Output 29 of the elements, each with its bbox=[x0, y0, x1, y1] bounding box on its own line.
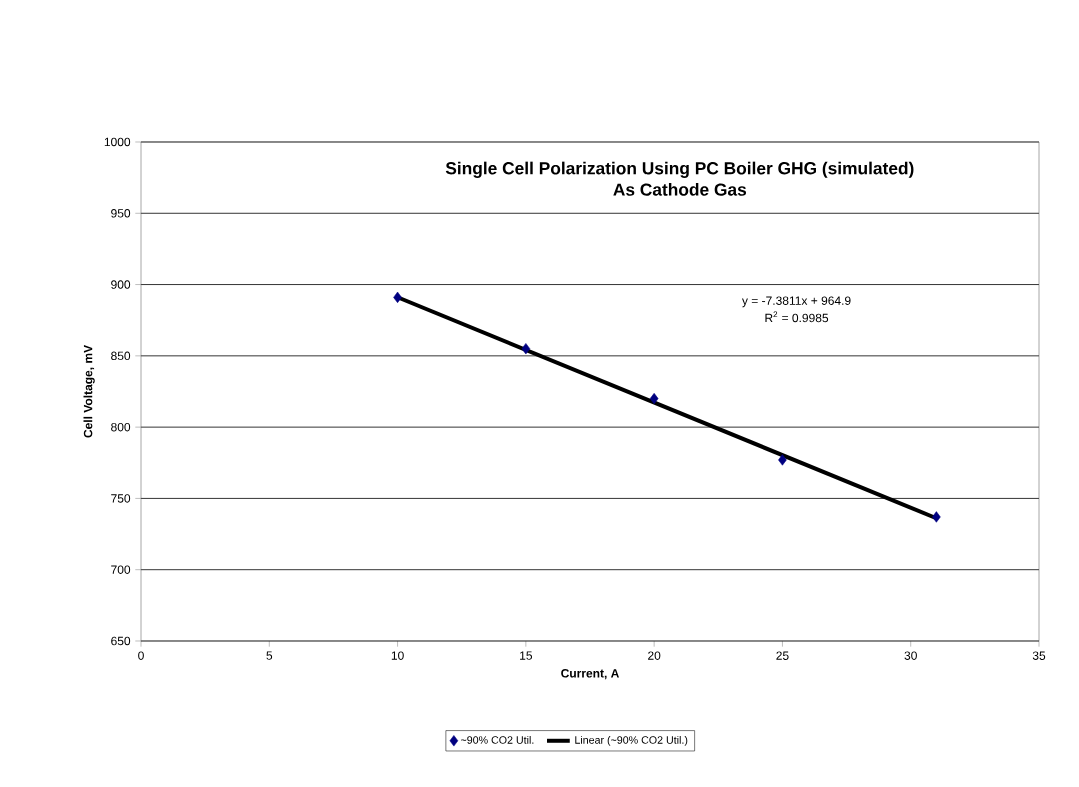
y-tick-label: 700 bbox=[111, 565, 131, 574]
point bbox=[778, 454, 787, 466]
y-tick-label: 900 bbox=[111, 280, 131, 289]
x-tick-label: 20 bbox=[648, 651, 661, 660]
x-tick-label: 35 bbox=[1032, 651, 1046, 660]
y-tick-label: 1000 bbox=[104, 137, 131, 147]
legend-label: Linear (~90% CO2 Util.) bbox=[575, 735, 688, 746]
x-tick-label: 25 bbox=[776, 651, 789, 660]
point bbox=[932, 511, 941, 523]
x-tick-label: 5 bbox=[266, 651, 273, 660]
y-tick-label: 650 bbox=[111, 636, 131, 646]
y-tick-label: 800 bbox=[111, 422, 131, 432]
text: Single Cell Polarization Using PC Boiler GHG (simulated) bbox=[445, 161, 914, 178]
y-tick-label: 850 bbox=[111, 351, 131, 361]
point bbox=[649, 393, 659, 405]
x-tick-label: 0 bbox=[138, 651, 144, 660]
point bbox=[521, 343, 531, 355]
x-tick-label: 15 bbox=[520, 651, 533, 660]
annotation: R$^{2}$ = 0.9985 bbox=[765, 311, 829, 323]
text: As Cathode Gas bbox=[613, 182, 747, 196]
x-tick-label: 30 bbox=[904, 651, 917, 660]
x-axis-title: Current, A bbox=[561, 669, 619, 680]
y-tick-label: 950 bbox=[111, 209, 131, 218]
y-axis-title: Cell Voltage, mV bbox=[83, 345, 95, 438]
legend-label: ~90% CO2 Util. bbox=[461, 735, 534, 744]
point bbox=[393, 291, 402, 303]
x-tick-label: 10 bbox=[391, 651, 404, 660]
y-tick-label: 750 bbox=[111, 494, 131, 503]
annotation: y = -7.3811x + 964.9 bbox=[741, 296, 851, 308]
